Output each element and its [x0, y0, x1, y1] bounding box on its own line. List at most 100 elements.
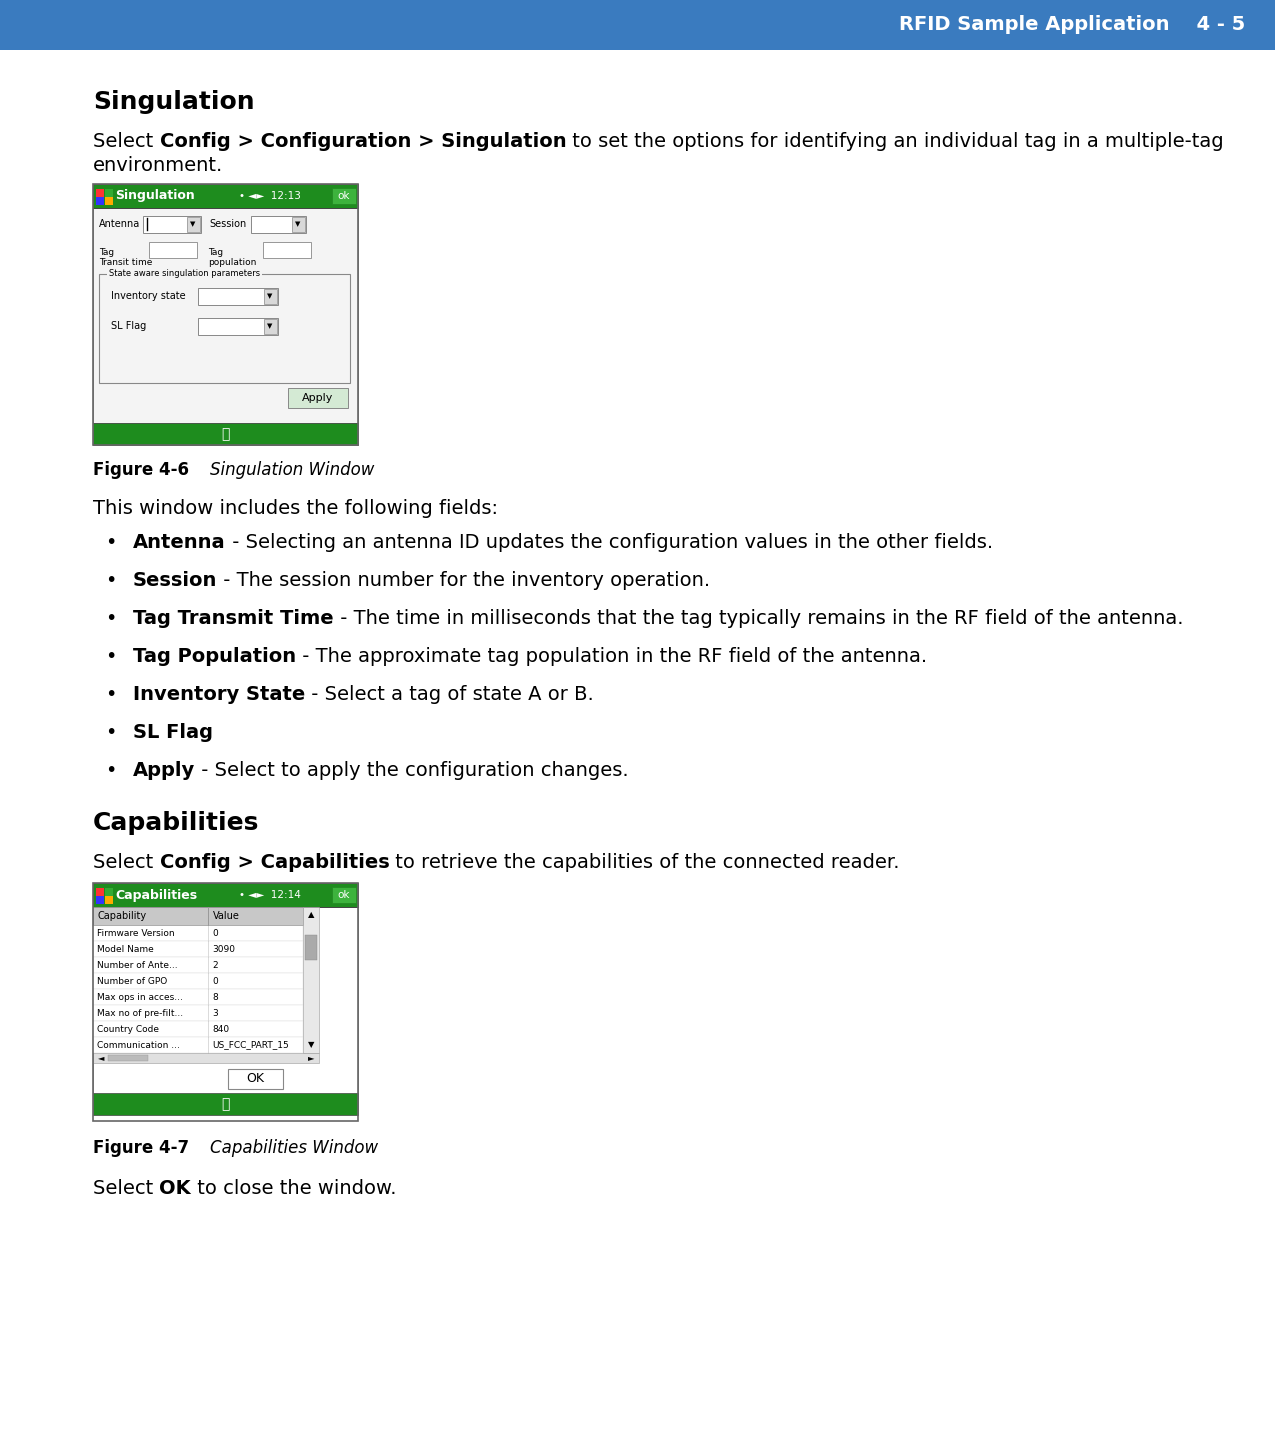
Bar: [198, 318, 278, 336]
Text: ⌸: ⌸: [222, 1097, 230, 1112]
Bar: [93, 958, 303, 974]
Bar: [0, 0, 1275, 49]
Text: to close the window.: to close the window.: [191, 1178, 397, 1199]
Text: Select: Select: [93, 132, 159, 151]
Text: Config > Configuration > Singulation: Config > Configuration > Singulation: [159, 132, 566, 151]
Text: •: •: [106, 761, 117, 780]
Text: 8: 8: [212, 992, 218, 1001]
Bar: [332, 187, 356, 203]
Bar: [264, 320, 277, 334]
Bar: [143, 216, 201, 232]
Bar: [93, 1037, 303, 1053]
Bar: [228, 1069, 283, 1088]
Text: to retrieve the capabilities of the connected reader.: to retrieve the capabilities of the conn…: [389, 853, 900, 872]
Bar: [108, 1055, 148, 1061]
Text: Tag
population: Tag population: [208, 248, 256, 267]
Text: ▲: ▲: [307, 911, 314, 920]
Text: Select: Select: [93, 853, 159, 872]
Text: Tag
Transit time: Tag Transit time: [99, 248, 153, 267]
Text: Communication ...: Communication ...: [97, 1040, 180, 1049]
Text: ⌸: ⌸: [222, 427, 230, 442]
Bar: [149, 243, 198, 259]
Bar: [187, 216, 200, 232]
Text: Session: Session: [209, 219, 246, 230]
Bar: [305, 934, 317, 960]
Text: Number of Ante...: Number of Ante...: [97, 960, 177, 969]
Text: environment.: environment.: [93, 155, 223, 174]
Text: 840: 840: [212, 1024, 230, 1033]
Bar: [93, 423, 358, 445]
Bar: [264, 289, 277, 304]
Bar: [93, 883, 358, 1122]
Text: State aware singulation parameters: State aware singulation parameters: [108, 269, 260, 279]
Text: ►: ►: [307, 1053, 314, 1062]
Text: •: •: [106, 724, 117, 742]
Text: This window includes the following fields:: This window includes the following field…: [93, 498, 499, 519]
Bar: [93, 989, 303, 1005]
Text: Apply: Apply: [133, 761, 195, 780]
Text: •: •: [106, 533, 117, 552]
Text: RFID Sample Application    4 - 5: RFID Sample Application 4 - 5: [899, 16, 1244, 35]
Text: Inventory state: Inventory state: [111, 291, 186, 301]
Bar: [93, 907, 303, 926]
Bar: [99, 275, 351, 384]
Text: US_FCC_PART_15: US_FCC_PART_15: [212, 1040, 288, 1049]
Bar: [263, 243, 311, 259]
Text: - The time in milliseconds that the tag typically remains in the RF field of the: - The time in milliseconds that the tag …: [334, 609, 1183, 628]
Text: ok: ok: [338, 190, 351, 201]
Text: Capabilities: Capabilities: [93, 811, 259, 835]
Text: Singulation Window: Singulation Window: [189, 461, 375, 479]
Text: Max no of pre-filt...: Max no of pre-filt...: [97, 1008, 184, 1017]
Text: •: •: [106, 647, 117, 665]
Text: Antenna: Antenna: [133, 533, 226, 552]
Text: - The session number for the inventory operation.: - The session number for the inventory o…: [217, 571, 710, 590]
Text: Config > Capabilities: Config > Capabilities: [159, 853, 389, 872]
Text: SL Flag: SL Flag: [111, 321, 147, 331]
Bar: [251, 216, 306, 232]
Text: Value: Value: [213, 911, 240, 921]
Text: Tag Transmit Time: Tag Transmit Time: [133, 609, 334, 628]
Text: Figure 4-6: Figure 4-6: [93, 461, 189, 479]
Text: Firmware Version: Firmware Version: [97, 928, 175, 937]
Bar: [93, 942, 303, 958]
Text: - Selecting an antenna ID updates the configuration values in the other fields.: - Selecting an antenna ID updates the co…: [226, 533, 993, 552]
Text: 2: 2: [212, 960, 218, 969]
Bar: [96, 897, 105, 904]
Bar: [292, 216, 305, 232]
Bar: [93, 185, 358, 208]
Bar: [105, 888, 113, 897]
Text: Singulation: Singulation: [93, 90, 255, 113]
Text: SL Flag: SL Flag: [133, 724, 213, 742]
Text: •: •: [106, 609, 117, 628]
Bar: [93, 1093, 358, 1114]
Bar: [93, 883, 358, 907]
Bar: [96, 198, 105, 205]
Text: Tag Population: Tag Population: [133, 647, 296, 665]
Text: Max ops in acces...: Max ops in acces...: [97, 992, 182, 1001]
Bar: [198, 288, 278, 305]
Text: to set the options for identifying an individual tag in a multiple-tag: to set the options for identifying an in…: [566, 132, 1224, 151]
Text: - The approximate tag population in the RF field of the antenna.: - The approximate tag population in the …: [296, 647, 927, 665]
Text: - Select a tag of state A or B.: - Select a tag of state A or B.: [305, 684, 594, 705]
Text: • ◄►  12:14: • ◄► 12:14: [238, 891, 301, 899]
Bar: [303, 907, 319, 1053]
Bar: [93, 185, 358, 445]
Text: ▼: ▼: [307, 1040, 314, 1049]
Bar: [93, 907, 358, 1098]
Bar: [96, 189, 105, 198]
Text: 0: 0: [212, 928, 218, 937]
Bar: [96, 888, 105, 897]
Text: Capabilities Window: Capabilities Window: [189, 1139, 379, 1157]
Text: ▼: ▼: [296, 221, 301, 228]
Text: ▼: ▼: [190, 221, 195, 228]
Text: 0: 0: [212, 976, 218, 985]
Text: Inventory State: Inventory State: [133, 684, 305, 705]
Bar: [93, 974, 303, 989]
Text: Antenna: Antenna: [99, 219, 140, 230]
Text: Session: Session: [133, 571, 217, 590]
Text: ok: ok: [338, 891, 351, 899]
Text: Singulation: Singulation: [115, 189, 195, 202]
Bar: [105, 198, 113, 205]
Bar: [105, 897, 113, 904]
Bar: [105, 189, 113, 198]
